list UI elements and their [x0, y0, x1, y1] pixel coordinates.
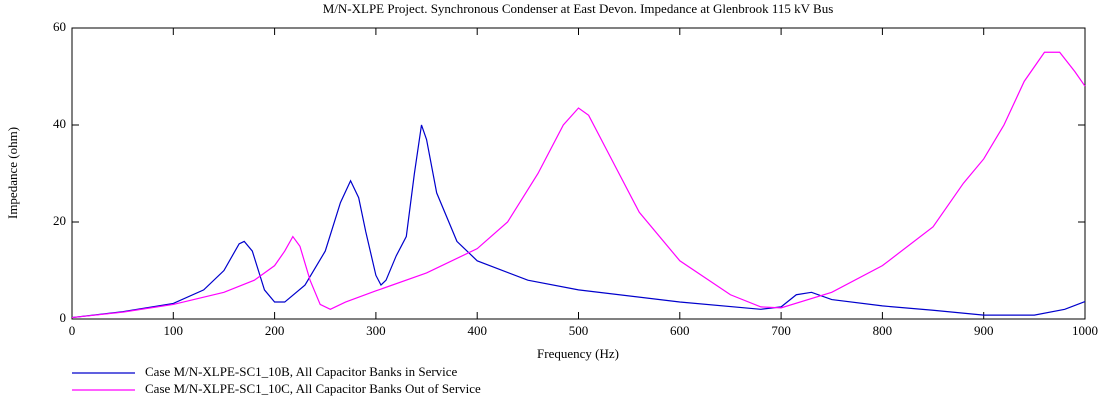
legend-label: Case M/N-XLPE-SC1_10B, All Capacitor Ban… [145, 364, 458, 379]
x-tick-label: 300 [366, 323, 386, 338]
plot-frame [71, 27, 1086, 320]
x-axis-label: Frequency (Hz) [537, 346, 619, 361]
data-line [71, 51, 1086, 319]
y-axis-label: Impedance (ohm) [5, 127, 20, 219]
x-tick-label: 700 [771, 323, 791, 338]
x-tick-label: 400 [467, 323, 487, 338]
legend-label: Case M/N-XLPE-SC1_10C, All Capacitor Ban… [145, 381, 481, 396]
x-tick-label: 900 [974, 323, 994, 338]
y-tick-label: 20 [53, 213, 66, 228]
chart-title: M/N-XLPE Project. Synchronous Condenser … [323, 1, 834, 16]
x-tick-label: 500 [569, 323, 589, 338]
x-tick-label: 200 [265, 323, 285, 338]
x-tick-label: 800 [873, 323, 893, 338]
x-tick-label: 0 [69, 323, 76, 338]
x-tick-label: 600 [670, 323, 690, 338]
x-tick-label: 1000 [1072, 323, 1098, 338]
data-line [71, 124, 1086, 319]
x-tick-label: 100 [164, 323, 184, 338]
y-tick-label: 0 [60, 310, 67, 325]
y-tick-label: 60 [53, 19, 66, 34]
y-tick-label: 40 [53, 116, 66, 131]
